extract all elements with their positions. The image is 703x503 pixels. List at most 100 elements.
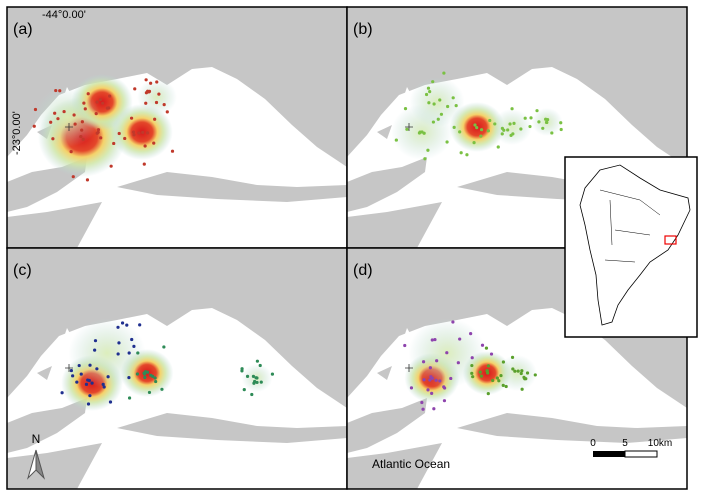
sample-point	[147, 390, 152, 395]
sample-point	[108, 94, 112, 98]
sample-point	[127, 375, 131, 380]
sample-point	[259, 380, 263, 384]
sample-point	[537, 120, 541, 124]
sample-point	[153, 117, 157, 121]
water-label: Atlantic Ocean	[372, 457, 450, 471]
longitude-label: -44°0.00'	[42, 9, 86, 21]
sample-point	[528, 124, 532, 129]
sample-point	[559, 121, 563, 125]
sample-point	[428, 378, 432, 382]
sample-point	[84, 382, 89, 386]
sample-point	[83, 107, 87, 111]
sample-point	[117, 341, 121, 345]
sample-point	[423, 157, 427, 161]
sample-point	[495, 376, 499, 380]
sample-point	[72, 113, 76, 117]
sample-point	[154, 100, 159, 105]
sample-point	[102, 385, 106, 389]
sample-point	[510, 107, 514, 111]
sample-point	[520, 369, 524, 373]
sample-point	[149, 373, 153, 377]
panel-frame	[346, 247, 688, 490]
sample-point	[442, 399, 447, 403]
sample-point	[165, 110, 169, 114]
sample-point	[251, 374, 256, 378]
sample-point	[480, 343, 485, 347]
sample-point	[421, 360, 426, 364]
panels: (a) (b) (c) (d)	[6, 6, 688, 490]
sample-point	[512, 121, 516, 125]
sample-point	[129, 116, 134, 120]
sample-point	[433, 337, 437, 342]
sample-point	[142, 162, 146, 166]
sample-point	[533, 373, 537, 377]
sample-point	[439, 112, 444, 116]
sample-point	[500, 132, 504, 136]
scale-label: 10km	[648, 438, 672, 449]
sample-point	[422, 131, 426, 135]
sample-point	[240, 369, 244, 373]
sample-point	[485, 369, 489, 373]
sample-point	[434, 378, 438, 382]
sample-point	[56, 117, 60, 121]
sample-point	[470, 371, 474, 375]
sample-point	[541, 126, 545, 130]
sample-point	[417, 131, 422, 135]
map-panel: (d)	[346, 247, 688, 490]
sample-point	[136, 351, 140, 355]
sample-point	[255, 380, 259, 385]
sample-point	[469, 332, 473, 336]
sample-point	[426, 148, 430, 152]
latitude-label: -23°0.00'	[11, 111, 23, 155]
sample-point	[465, 153, 469, 157]
sample-point	[493, 122, 497, 126]
panel-label: (b)	[353, 21, 373, 38]
sample-point	[51, 137, 55, 141]
sample-point	[252, 381, 256, 385]
sample-point	[470, 356, 474, 360]
sample-point	[152, 141, 156, 145]
sample-point	[86, 402, 91, 406]
sample-point	[143, 370, 148, 374]
sample-point	[77, 363, 81, 368]
sample-point	[96, 128, 101, 132]
sample-point	[71, 175, 75, 179]
sample-point	[516, 369, 520, 373]
sample-point	[80, 120, 84, 124]
sample-point	[54, 88, 58, 93]
sample-point	[85, 178, 90, 182]
marker-cross	[65, 364, 73, 372]
marker-cross	[65, 123, 73, 131]
sample-point	[524, 377, 528, 381]
sample-point	[258, 363, 262, 368]
sample-point	[427, 101, 431, 105]
sample-point	[130, 337, 134, 342]
sample-point	[242, 388, 246, 392]
map-panel: (c)	[6, 247, 348, 490]
sample-point	[432, 407, 436, 411]
sample-point	[511, 367, 515, 371]
sample-point	[446, 104, 450, 109]
sample-point	[105, 106, 109, 110]
sample-point	[120, 321, 125, 325]
sample-point	[479, 134, 483, 138]
sample-point	[144, 101, 148, 105]
panel-label: (c)	[13, 262, 32, 279]
sample-point	[90, 381, 94, 385]
sample-point	[81, 137, 85, 141]
sample-point	[143, 144, 147, 148]
sample-point	[445, 140, 449, 144]
inset-map	[564, 156, 698, 338]
sample-point	[255, 376, 259, 380]
sample-point	[486, 392, 490, 396]
sample-point	[49, 120, 53, 124]
sample-point	[88, 394, 92, 398]
sample-point	[245, 374, 250, 378]
sample-point	[424, 92, 429, 97]
sample-point	[428, 366, 432, 370]
sample-point	[86, 378, 90, 382]
panel-label: (d)	[353, 262, 373, 279]
sample-point	[452, 125, 456, 129]
north-arrow: N	[26, 432, 46, 480]
